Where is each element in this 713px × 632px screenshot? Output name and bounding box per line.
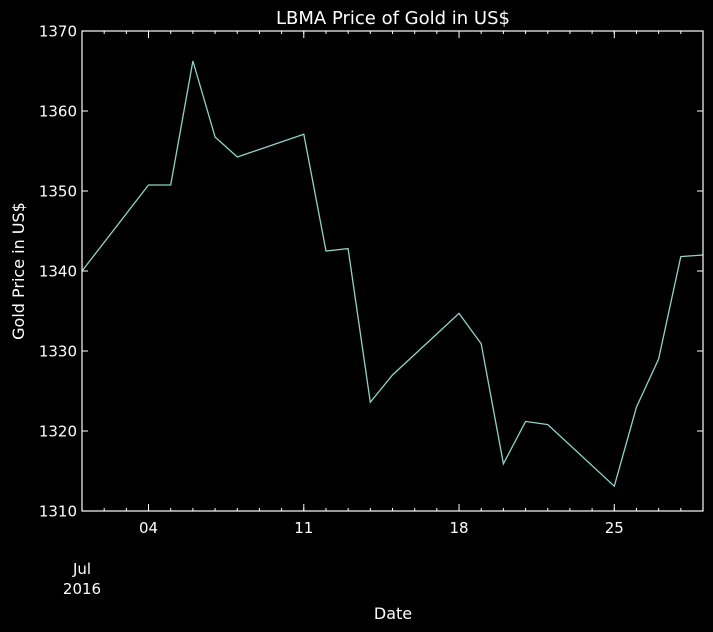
y-tick-label: 1370 <box>39 23 77 41</box>
x-axis-label: Date <box>374 604 412 623</box>
y-tick-label: 1360 <box>39 103 77 121</box>
x-tick-label: 18 <box>449 519 468 537</box>
x-tick-label: 11 <box>294 519 313 537</box>
x-tick-label: 04 <box>139 519 158 537</box>
y-axis-label: Gold Price in US$ <box>9 202 28 340</box>
x-offset-label-month: Jul <box>72 560 91 578</box>
x-offset-label-year: 2016 <box>63 580 101 598</box>
y-tick-label: 1350 <box>39 183 77 201</box>
y-tick-label: 1330 <box>39 343 77 361</box>
x-tick-label: 25 <box>605 519 624 537</box>
chart-title: LBMA Price of Gold in US$ <box>276 8 510 29</box>
series-line-gold-price <box>81 60 704 488</box>
plot-area-frame <box>81 30 704 512</box>
y-tick-label: 1340 <box>39 263 77 281</box>
y-tick-label: 1320 <box>39 423 77 441</box>
y-tick-label: 1310 <box>39 503 77 521</box>
